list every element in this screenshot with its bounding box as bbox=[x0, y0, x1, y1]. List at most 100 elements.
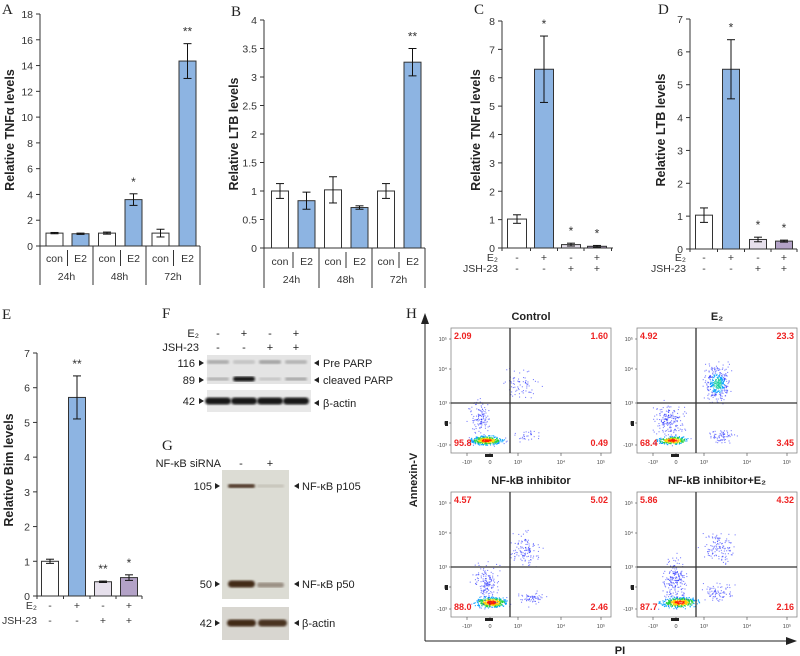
event-dot bbox=[670, 596, 672, 598]
event-dot bbox=[527, 541, 529, 543]
event-dot bbox=[664, 418, 666, 420]
event-dot bbox=[522, 533, 524, 535]
event-dot bbox=[716, 592, 718, 594]
event-dot bbox=[478, 441, 480, 443]
event-dot bbox=[685, 597, 687, 599]
event-dot bbox=[671, 445, 673, 447]
event-dot bbox=[674, 421, 676, 423]
event-dot bbox=[668, 430, 670, 432]
event-dot bbox=[487, 601, 489, 603]
event-dot bbox=[674, 443, 676, 445]
event-dot bbox=[685, 584, 687, 586]
event-dot bbox=[725, 555, 727, 557]
event-dot bbox=[712, 378, 714, 380]
event-dot bbox=[525, 396, 527, 398]
event-dot bbox=[662, 600, 664, 602]
event-dot bbox=[480, 596, 482, 598]
event-dot bbox=[510, 603, 512, 605]
event-dot bbox=[478, 605, 480, 607]
event-dot bbox=[534, 596, 536, 598]
y-tick-label: 10⁴ bbox=[439, 366, 448, 373]
event-dot bbox=[490, 598, 492, 600]
event-dot bbox=[487, 583, 489, 585]
event-dot bbox=[520, 553, 522, 555]
event-dot bbox=[527, 383, 529, 385]
event-dot bbox=[672, 598, 674, 600]
event-dot bbox=[715, 593, 717, 595]
event-dot bbox=[519, 384, 521, 386]
panel-label-f: F bbox=[162, 306, 170, 322]
event-dot bbox=[680, 440, 682, 442]
event-dot bbox=[669, 430, 671, 432]
axis-tick-cluster bbox=[631, 585, 634, 590]
event-dot bbox=[517, 543, 519, 545]
event-dot bbox=[672, 567, 674, 569]
event-dot bbox=[468, 439, 470, 441]
event-dot bbox=[481, 590, 483, 592]
event-dot bbox=[527, 381, 529, 383]
y-tick-label: -10³ bbox=[437, 607, 447, 613]
event-dot bbox=[734, 534, 736, 536]
event-dot bbox=[709, 588, 711, 590]
event-dot bbox=[677, 427, 679, 429]
x-tick-label: 0 bbox=[488, 460, 491, 466]
event-dot bbox=[532, 601, 534, 603]
event-dot bbox=[713, 382, 715, 384]
event-dot bbox=[488, 601, 490, 603]
event-dot bbox=[682, 594, 684, 596]
band-arrow-icon bbox=[314, 400, 319, 406]
treatment-label: JSH-23 bbox=[463, 263, 498, 275]
event-dot bbox=[473, 420, 475, 422]
event-dot bbox=[719, 380, 721, 382]
event-dot bbox=[677, 438, 679, 440]
event-dot bbox=[504, 439, 506, 441]
event-dot bbox=[729, 593, 731, 595]
event-dot bbox=[672, 438, 674, 440]
event-dot bbox=[669, 425, 671, 427]
event-dot bbox=[717, 390, 719, 392]
event-dot bbox=[510, 553, 512, 555]
event-dot bbox=[485, 601, 487, 603]
event-dot bbox=[722, 389, 724, 391]
event-dot bbox=[717, 543, 719, 545]
event-dot bbox=[705, 363, 707, 365]
event-dot bbox=[676, 552, 678, 554]
event-dot bbox=[478, 444, 480, 446]
event-dot bbox=[522, 554, 524, 556]
event-dot bbox=[484, 600, 486, 602]
treatment-sign: + bbox=[126, 600, 132, 612]
bar bbox=[271, 190, 289, 249]
event-dot bbox=[717, 548, 719, 550]
event-dot bbox=[485, 603, 487, 605]
event-dot bbox=[725, 593, 727, 595]
event-dot bbox=[489, 605, 491, 607]
event-dot bbox=[481, 603, 483, 605]
event-dot bbox=[678, 606, 680, 608]
event-dot bbox=[673, 579, 675, 581]
event-dot bbox=[676, 420, 678, 422]
event-dot bbox=[496, 436, 498, 438]
event-dot bbox=[722, 431, 724, 433]
event-dot bbox=[717, 388, 719, 390]
event-dot bbox=[713, 389, 715, 391]
event-dot bbox=[725, 563, 727, 565]
quadrant-value-upper-left: 4.57 bbox=[454, 495, 472, 505]
event-dot bbox=[724, 441, 726, 443]
event-dot bbox=[475, 432, 477, 434]
event-dot bbox=[528, 391, 530, 393]
treatment-sign: + bbox=[293, 342, 299, 354]
event-dot bbox=[513, 383, 515, 385]
event-dot bbox=[484, 442, 486, 444]
plot-frame bbox=[636, 327, 798, 454]
event-dot bbox=[691, 600, 693, 602]
event-dot bbox=[680, 424, 682, 426]
event-dot bbox=[484, 415, 486, 417]
event-dot bbox=[485, 572, 487, 574]
event-dot bbox=[660, 419, 662, 421]
event-dot bbox=[495, 604, 497, 606]
protein-band bbox=[207, 360, 229, 364]
event-dot bbox=[676, 597, 678, 599]
event-dot bbox=[723, 384, 725, 386]
event-dot bbox=[525, 380, 527, 382]
event-dot bbox=[500, 598, 502, 600]
